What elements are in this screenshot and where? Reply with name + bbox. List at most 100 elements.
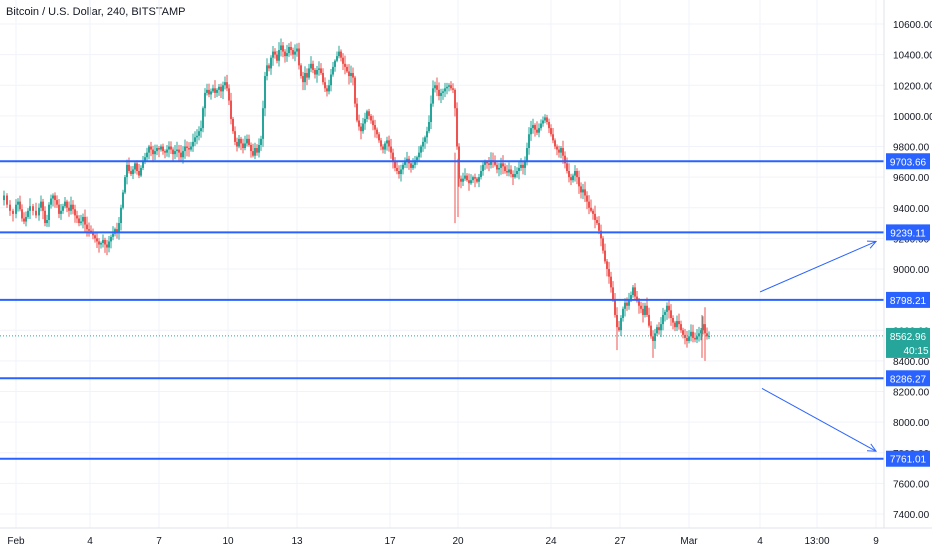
candle-body <box>284 51 286 57</box>
candle-body <box>502 163 504 167</box>
candle-body <box>174 151 176 155</box>
time-axis-bg <box>0 528 932 550</box>
candle-body <box>264 76 266 109</box>
level-price-tag <box>886 224 930 241</box>
candle-body <box>448 85 450 87</box>
candle-body <box>278 50 280 61</box>
candle-body <box>416 157 418 161</box>
candle-body <box>94 235 96 239</box>
candle-body <box>262 108 264 139</box>
candle-body <box>442 91 444 93</box>
candle-body <box>328 85 330 92</box>
candle-body <box>276 54 278 61</box>
price-tick-label: 8400.00 <box>893 357 930 368</box>
candle-body <box>334 60 336 67</box>
candle-body <box>404 161 406 165</box>
candle-body <box>356 103 358 121</box>
candle-body <box>294 51 296 55</box>
trend-arrow[interactable] <box>759 240 877 293</box>
candle-body <box>272 51 274 58</box>
candle-body <box>528 134 530 149</box>
candle-body <box>240 138 242 144</box>
candle-body <box>322 73 324 83</box>
candle-body <box>584 189 586 196</box>
candle-body <box>50 198 52 205</box>
candle-body <box>21 209 23 219</box>
candle-body <box>288 46 290 54</box>
candle-body <box>128 164 130 171</box>
candle-body <box>614 299 616 315</box>
time-tick-label: 4 <box>757 536 763 547</box>
candle-body <box>372 120 374 126</box>
current-price-tag <box>886 327 930 358</box>
candle-body <box>15 204 17 214</box>
candle-body <box>646 305 648 315</box>
candle-body <box>576 171 578 178</box>
candle-body <box>458 146 460 179</box>
candle-body <box>282 45 284 52</box>
candle-body <box>376 129 378 135</box>
chart-grid <box>0 0 884 528</box>
candle-body <box>234 131 236 142</box>
candle-body <box>630 295 632 300</box>
candle-body <box>138 171 140 176</box>
level-price-label: 9703.66 <box>890 157 927 168</box>
time-tick-label: 13:00 <box>804 536 829 547</box>
candle-body <box>452 88 454 90</box>
time-axis[interactable]: Feb 4 7 10 13 17 20 24 27 Mar 4 13:00 9 <box>0 527 932 550</box>
candle-body <box>224 82 226 86</box>
price-tick-label: 10000.00 <box>893 112 932 123</box>
candle-body <box>422 141 424 147</box>
candle-body <box>504 166 506 171</box>
candle-body <box>192 141 194 147</box>
candle-body <box>40 201 42 208</box>
candle-body <box>326 88 328 92</box>
price-tick-label: 10200.00 <box>893 81 932 92</box>
candle-body <box>624 302 626 309</box>
price-axis[interactable]: 10600.00 10400.00 10200.00 10000.00 9800.00 9… <box>883 0 932 550</box>
candles <box>3 38 710 361</box>
candle-body <box>52 195 54 199</box>
trend-arrows[interactable] <box>759 240 878 452</box>
candle-body <box>536 129 538 133</box>
candle-body <box>280 45 282 51</box>
candle-body <box>146 152 148 158</box>
candle-body <box>546 117 548 122</box>
candle-body <box>60 210 62 214</box>
candle-body <box>606 261 608 269</box>
candle-body <box>248 138 250 145</box>
candle-body <box>164 151 166 153</box>
candle-body <box>450 85 452 89</box>
candle-body <box>230 100 232 119</box>
level-price-tag <box>886 153 930 170</box>
candle-body <box>274 51 276 55</box>
candle-body <box>344 63 346 67</box>
candle-body <box>318 68 320 70</box>
candle-body <box>460 178 462 182</box>
candle-body <box>380 140 382 147</box>
candle-body <box>354 77 356 104</box>
candle-body <box>144 157 146 162</box>
candle-body <box>500 163 502 168</box>
price-tick-label: 9000.00 <box>893 265 930 276</box>
candle-body <box>220 86 222 92</box>
trend-arrow[interactable] <box>761 387 877 452</box>
level-price-tag <box>886 370 930 387</box>
candle-body <box>564 155 566 164</box>
candle-body <box>562 148 564 156</box>
candle-body <box>226 82 228 89</box>
candle-body <box>398 171 400 175</box>
candle-body <box>134 163 136 170</box>
candle-body <box>194 137 196 142</box>
time-tick-label: 13 <box>291 536 303 547</box>
candle-body <box>324 82 326 89</box>
candle-body <box>700 330 702 334</box>
candle-body <box>190 146 192 150</box>
horizontal-levels[interactable] <box>0 160 884 460</box>
price-tick-label: 9400.00 <box>893 204 930 215</box>
candle-body <box>680 324 682 331</box>
candle-body <box>644 305 646 315</box>
candle-body <box>650 325 652 337</box>
candle-body <box>58 204 60 214</box>
